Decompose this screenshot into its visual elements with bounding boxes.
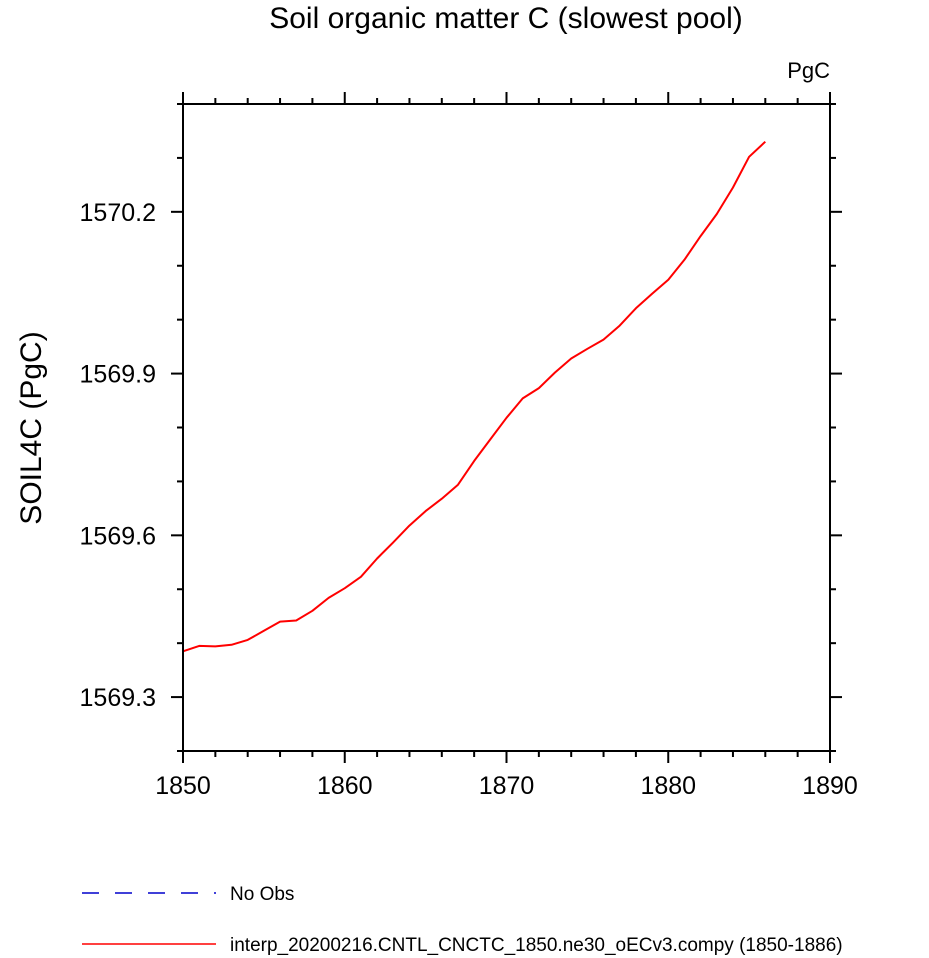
y-tick-label: 1569.6 [80,522,156,550]
y-tick-label: 1570.2 [80,199,156,227]
legend-label-model: interp_20200216.CNTL_CNCTC_1850.ne30_oEC… [230,935,843,956]
axis-ticks [171,92,842,763]
x-tick-label: 1860 [317,772,373,800]
x-tick-label: 1880 [640,772,696,800]
y-axis-label: SOIL4C (PgC) [15,331,48,524]
legend-label-no-obs: No Obs [230,884,294,905]
plot-frame [182,103,831,752]
units-label: PgC [787,58,830,83]
x-tick-label: 1870 [479,772,535,800]
tick-labels: 1850 1860 1870 1880 1890 1569.3 1569.6 1569.9 15… [80,199,858,800]
y-tick-label: 1569.9 [80,361,156,389]
legend: No Obs interp_20200216.CNTL_CNCTC_1850.n… [82,884,843,956]
x-tick-label: 1890 [802,772,858,800]
chart-title: Soil organic matter C (slowest pool) [269,2,743,35]
x-tick-label: 1850 [155,772,211,800]
series-lines [182,140,766,653]
series-line-1 [182,140,766,653]
y-tick-label: 1569.3 [80,684,156,712]
